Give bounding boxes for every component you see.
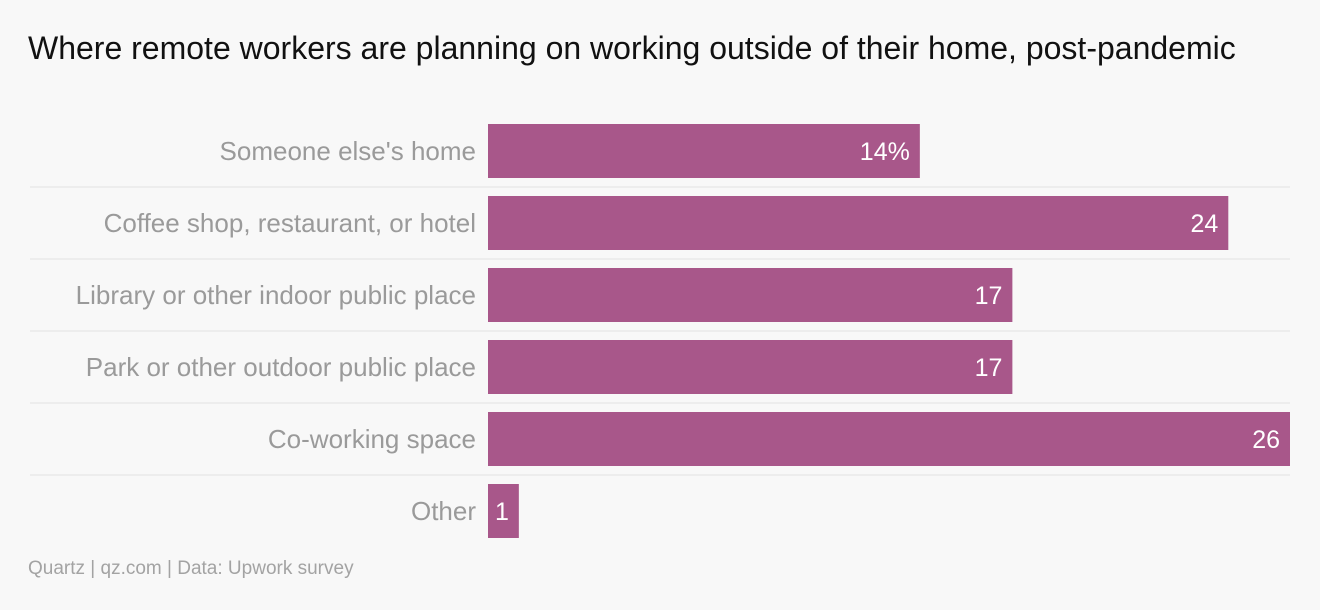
bar xyxy=(488,124,920,178)
bar xyxy=(488,484,519,538)
category-label: Co-working space xyxy=(268,424,476,454)
bar xyxy=(488,196,1229,250)
bar xyxy=(488,412,1290,466)
category-label: Other xyxy=(411,496,476,526)
value-label: 26 xyxy=(1252,426,1280,454)
value-label: 24 xyxy=(1190,210,1218,238)
value-label: 17 xyxy=(975,282,1003,310)
category-label: Library or other indoor public place xyxy=(76,280,476,310)
chart-title: Where remote workers are planning on wor… xyxy=(28,30,1236,66)
value-label: 17 xyxy=(975,354,1003,382)
category-label: Someone else's home xyxy=(220,136,476,166)
bar xyxy=(488,340,1013,394)
category-label: Park or other outdoor public place xyxy=(86,352,476,382)
bar xyxy=(488,268,1013,322)
source-note: Quartz | qz.com | Data: Upwork survey xyxy=(28,558,354,579)
value-label: 14% xyxy=(860,138,910,166)
value-label: 1 xyxy=(495,498,509,526)
category-label: Coffee shop, restaurant, or hotel xyxy=(104,208,476,238)
